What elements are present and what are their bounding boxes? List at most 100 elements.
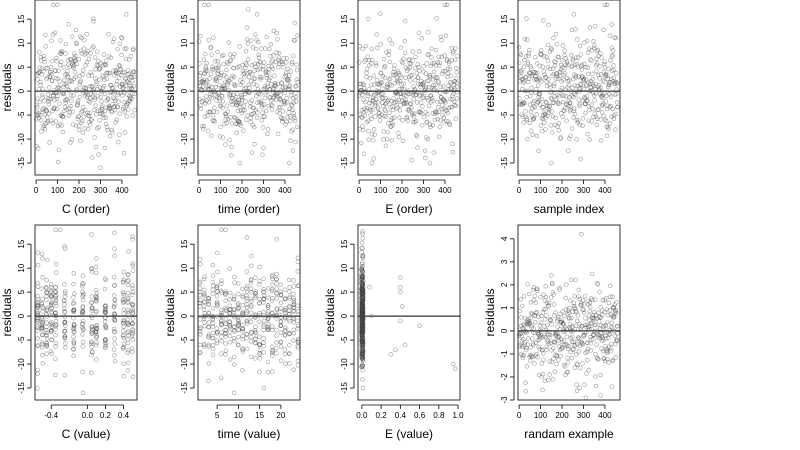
x-tick-label: 0 [357, 186, 362, 195]
data-point [257, 342, 262, 348]
data-point [551, 356, 556, 361]
data-point [568, 89, 574, 94]
data-point [427, 85, 432, 90]
data-point [426, 51, 432, 57]
data-point [360, 289, 366, 295]
data-point [425, 136, 431, 142]
data-point [80, 108, 85, 114]
data-point [611, 67, 616, 73]
data-point [533, 74, 538, 79]
data-point [274, 50, 279, 55]
data-point [125, 295, 131, 300]
data-point [66, 106, 72, 111]
data-point [602, 59, 607, 64]
data-point [112, 283, 117, 288]
data-point [583, 395, 589, 400]
data-point [528, 316, 533, 321]
data-point [214, 301, 220, 306]
data-point [214, 314, 220, 319]
data-point [612, 328, 617, 334]
data-point [206, 2, 211, 7]
data-point [422, 90, 427, 96]
data-point [130, 234, 135, 239]
data-point [531, 342, 536, 348]
data-point [389, 83, 394, 88]
data-point [292, 20, 298, 26]
data-point [209, 66, 215, 72]
data-point [589, 119, 595, 124]
data-points [359, 229, 458, 391]
plot-frame [34, 0, 138, 176]
y-tick-label: -5 [17, 111, 26, 119]
data-point [93, 103, 98, 108]
data-point [94, 340, 99, 345]
data-point [360, 269, 366, 274]
data-point [40, 304, 45, 309]
data-point [103, 323, 108, 328]
data-point [571, 300, 577, 306]
data-point [221, 61, 226, 67]
data-point [244, 36, 250, 42]
data-point [261, 318, 267, 323]
data-point [607, 92, 612, 97]
data-point [247, 90, 252, 96]
data-point [244, 331, 249, 337]
data-point [585, 50, 591, 55]
data-point [102, 91, 108, 97]
data-point [274, 345, 279, 351]
data-point [219, 334, 224, 339]
data-point [71, 295, 76, 300]
data-point [199, 99, 205, 104]
data-point [402, 38, 408, 44]
data-point [49, 337, 54, 343]
data-point [206, 333, 211, 339]
data-point [53, 227, 58, 232]
data-point [592, 43, 597, 48]
y-tick-label: 0 [340, 88, 349, 93]
data-point [603, 323, 608, 328]
data-point [215, 49, 220, 55]
data-point [613, 308, 619, 314]
data-point [109, 85, 115, 90]
data-point [56, 147, 62, 153]
data-point [532, 105, 538, 110]
data-point [111, 95, 116, 100]
data-point [40, 361, 45, 366]
data-point [525, 60, 531, 65]
data-point [62, 334, 68, 339]
x-tick-label: -0.4 [44, 411, 58, 420]
data-point [576, 294, 581, 299]
data-point [274, 316, 279, 321]
data-point [249, 98, 254, 103]
data-point [569, 355, 575, 361]
data-point [263, 91, 268, 96]
data-point [89, 341, 94, 346]
data-point [126, 322, 131, 328]
data-point [265, 314, 271, 319]
data-point [521, 64, 527, 69]
data-point [420, 82, 426, 88]
data-point [283, 296, 288, 301]
data-point [211, 330, 216, 336]
data-point [43, 32, 48, 38]
data-point [103, 344, 108, 349]
data-point [436, 80, 441, 85]
data-point [202, 274, 207, 279]
data-point [386, 97, 391, 103]
x-tick-label: 0 [34, 186, 39, 195]
data-point [574, 388, 580, 393]
data-point [282, 90, 287, 95]
data-point [104, 58, 109, 63]
data-point [62, 329, 67, 334]
data-point [383, 143, 389, 149]
data-point [360, 307, 365, 312]
data-point [44, 108, 50, 114]
data-point [269, 344, 275, 349]
data-point [269, 350, 275, 356]
data-point [412, 111, 417, 116]
data-point [599, 110, 605, 115]
data-point [609, 384, 615, 389]
data-point [593, 91, 598, 96]
data-point [380, 96, 386, 101]
data-point [272, 73, 277, 78]
